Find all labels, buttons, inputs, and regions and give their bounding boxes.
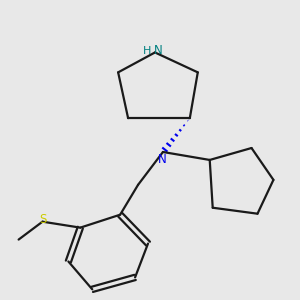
Text: N: N xyxy=(154,44,163,58)
Text: N: N xyxy=(158,153,167,166)
Text: H: H xyxy=(143,46,152,56)
Text: S: S xyxy=(39,213,46,226)
